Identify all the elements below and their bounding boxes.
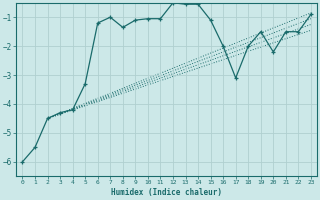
X-axis label: Humidex (Indice chaleur): Humidex (Indice chaleur) xyxy=(111,188,222,197)
